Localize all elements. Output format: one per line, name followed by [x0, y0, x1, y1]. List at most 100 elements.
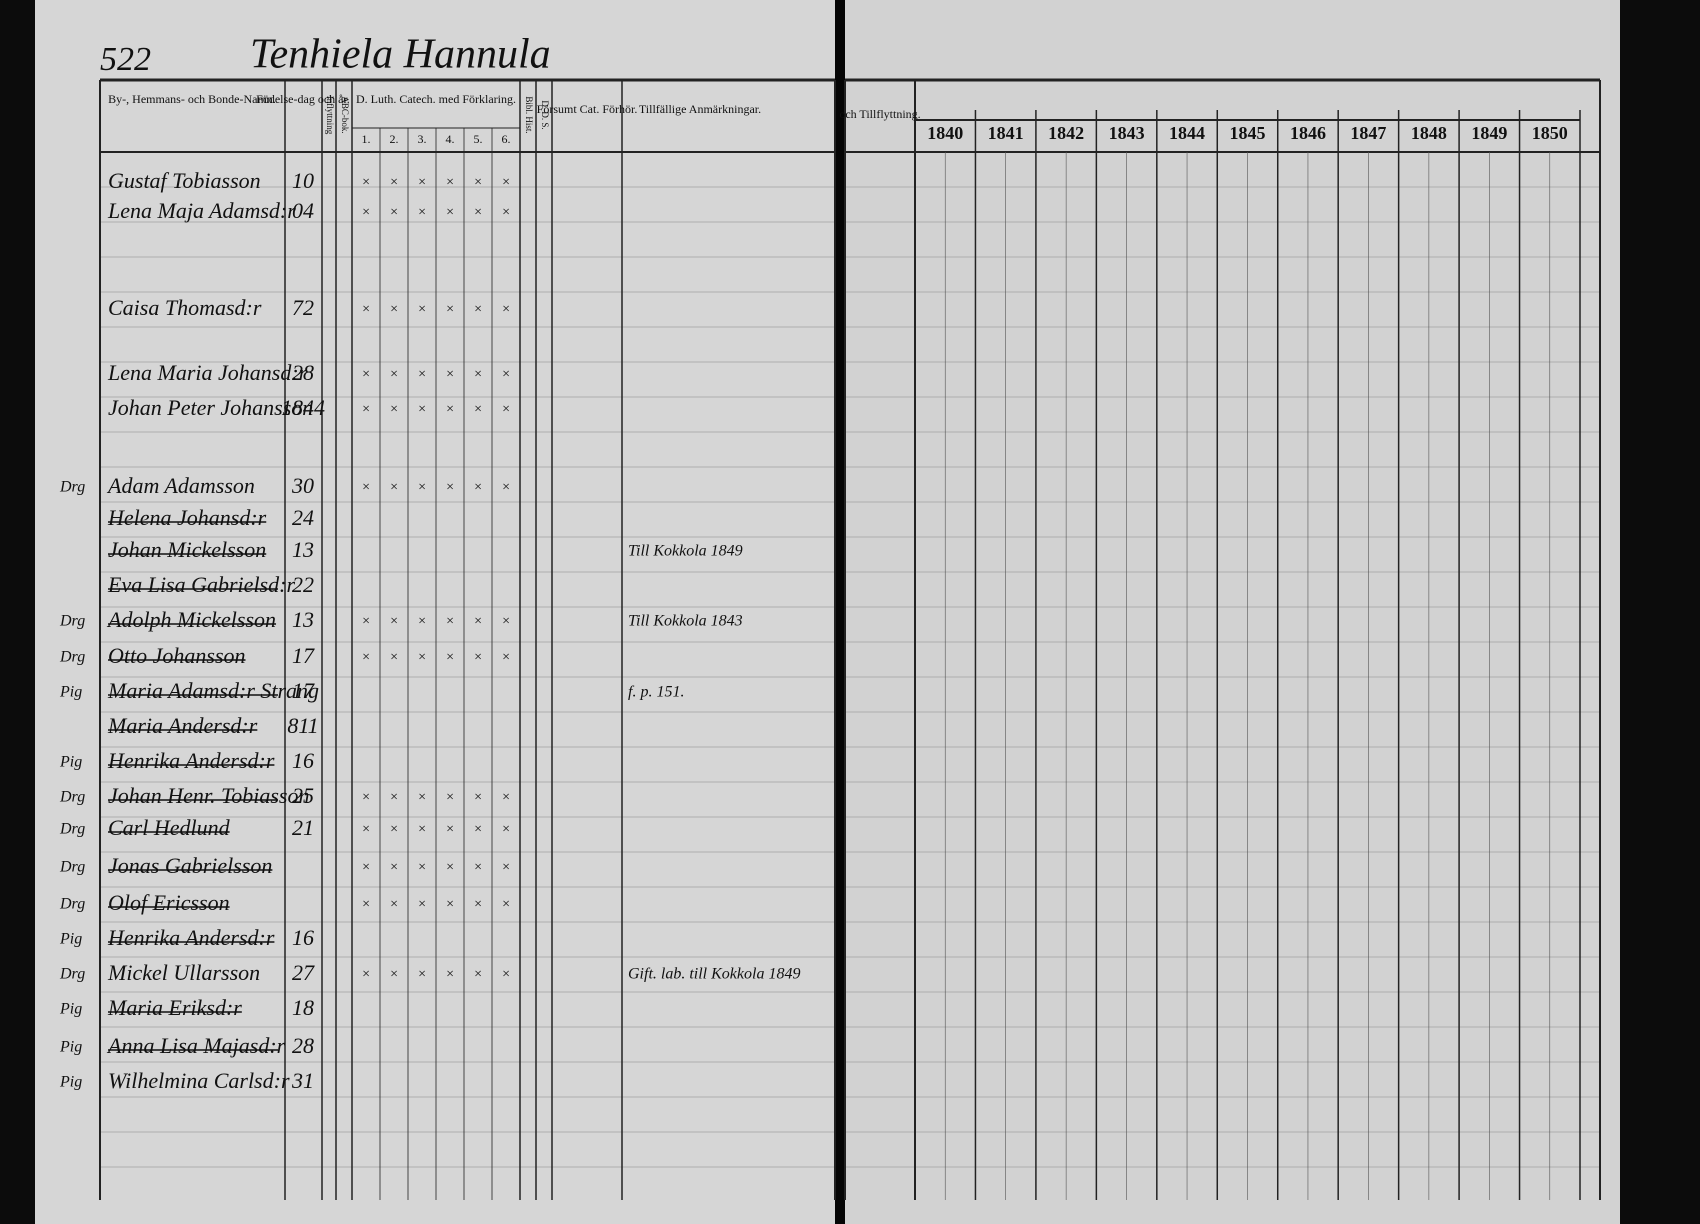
person-name: Maria Adamsd:r Strang: [107, 678, 319, 703]
mark: ×: [389, 897, 398, 912]
mark: ×: [389, 302, 398, 317]
mark: ×: [361, 967, 370, 982]
mark: ×: [501, 790, 510, 805]
left-page: [35, 0, 835, 1224]
year-header: 1840: [927, 123, 963, 143]
birth-year: 17: [292, 643, 315, 668]
status: Pig: [59, 754, 82, 771]
mark: ×: [389, 175, 398, 190]
birth-year: 17: [292, 678, 315, 703]
status: Pig: [59, 684, 82, 701]
birth-year: 04: [292, 198, 314, 223]
mark: ×: [501, 650, 510, 665]
column-header: Försumt Cat. Förhör.: [537, 102, 638, 116]
mark: ×: [473, 967, 482, 982]
person-name: Carl Hedlund: [108, 815, 231, 840]
mark: ×: [501, 967, 510, 982]
column-header: D. Luth. Catech. med Förklaring.: [356, 92, 516, 106]
person-name: Jonas Gabrielsson: [108, 853, 272, 878]
mark: ×: [445, 650, 454, 665]
birth-year: 13: [292, 537, 314, 562]
status: Pig: [59, 1074, 82, 1091]
person-name: Maria Andersd:r: [107, 713, 258, 738]
column-header: Inflyttning: [325, 96, 335, 135]
mark: ×: [389, 614, 398, 629]
mark: ×: [361, 822, 370, 837]
mark: ×: [417, 897, 426, 912]
birth-year: 24: [292, 505, 314, 530]
birth-year: 27: [292, 960, 315, 985]
mark: ×: [417, 650, 426, 665]
birth-year: 21: [292, 815, 314, 840]
person-name: Eva Lisa Gabrielsd:r: [107, 572, 295, 597]
year-header: 1847: [1350, 123, 1386, 143]
mark: ×: [417, 822, 426, 837]
year-header: 1846: [1290, 123, 1326, 143]
mark: ×: [445, 402, 454, 417]
birth-year: 30: [291, 473, 314, 498]
person-name: Olof Ericsson: [108, 890, 230, 915]
person-name: Anna Lisa Majasd:r: [106, 1033, 286, 1058]
person-name: Henrika Andersd:r: [107, 748, 275, 773]
mark: ×: [473, 480, 482, 495]
mark: ×: [473, 402, 482, 417]
mark: ×: [501, 175, 510, 190]
mark: ×: [361, 650, 370, 665]
mark: ×: [389, 822, 398, 837]
mark: ×: [389, 790, 398, 805]
birth-year: 16: [292, 925, 314, 950]
person-name: Johan Henr. Tobiasson: [108, 783, 310, 808]
mark: ×: [445, 205, 454, 220]
mark: ×: [389, 650, 398, 665]
person-name: Caisa Thomasd:r: [108, 295, 262, 320]
remark: Gift. lab. till Kokkola 1849: [628, 966, 800, 983]
column-header: ABC-bok.: [340, 96, 350, 133]
mark: ×: [501, 897, 510, 912]
mark: ×: [473, 897, 482, 912]
column-header: Födelse-dag och år.: [256, 92, 350, 106]
status: Drg: [59, 821, 85, 838]
birth-year: 22: [292, 572, 314, 597]
mark: ×: [445, 822, 454, 837]
birth-year: 10: [292, 168, 314, 193]
status: Drg: [59, 896, 85, 913]
mark: ×: [445, 175, 454, 190]
catechism-subheader: 6.: [502, 132, 511, 146]
mark: ×: [445, 897, 454, 912]
mark: ×: [361, 860, 370, 875]
year-header: 1845: [1230, 123, 1266, 143]
person-name: Adolph Mickelsson: [106, 607, 276, 632]
mark: ×: [473, 790, 482, 805]
mark: ×: [417, 205, 426, 220]
mark: ×: [417, 860, 426, 875]
page-title: Tenhiela Hannula: [250, 32, 551, 78]
person-name: Lena Maja Adamsd:r: [107, 198, 296, 223]
mark: ×: [473, 302, 482, 317]
status: Drg: [59, 859, 85, 876]
mark: ×: [389, 205, 398, 220]
person-name: Wilhelmina Carlsd:r: [108, 1068, 290, 1093]
mark: ×: [473, 175, 482, 190]
remark: f. p. 151.: [628, 684, 684, 701]
mark: ×: [445, 614, 454, 629]
person-name: Otto Johansson: [108, 643, 246, 668]
column-header: Tillfällige Anmärkningar.: [639, 102, 761, 116]
person-name: Johan Mickelsson: [108, 537, 266, 562]
mark: ×: [501, 205, 510, 220]
binding: [835, 0, 845, 1224]
person-name: Gustaf Tobiasson: [108, 168, 261, 193]
mark: ×: [389, 967, 398, 982]
status: Drg: [59, 966, 85, 983]
mark: ×: [417, 402, 426, 417]
status: Pig: [59, 931, 82, 948]
year-header: 1850: [1532, 123, 1568, 143]
mark: ×: [389, 367, 398, 382]
birth-year: 1844: [281, 395, 325, 420]
status: Pig: [59, 1039, 82, 1056]
person-name: Henrika Andersd:r: [107, 925, 275, 950]
person-name: Helena Johansd:r: [107, 505, 267, 530]
catechism-subheader: 2.: [390, 132, 399, 146]
catechism-subheader: 5.: [474, 132, 483, 146]
mark: ×: [389, 860, 398, 875]
year-header: 1848: [1411, 123, 1447, 143]
